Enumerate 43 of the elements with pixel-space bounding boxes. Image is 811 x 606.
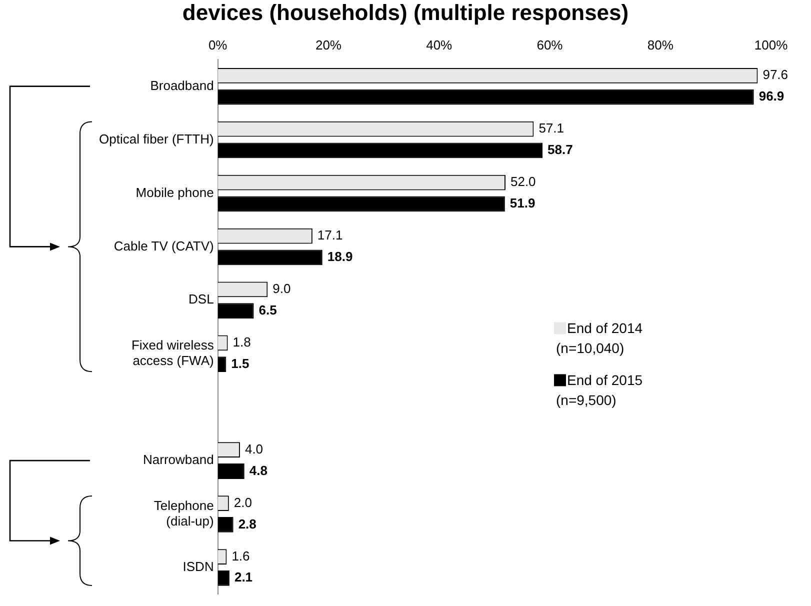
bar [218,356,226,372]
data-label: 2.0 [234,494,252,510]
x-tick-label: 0% [208,37,228,52]
data-label: 18.9 [327,248,353,264]
x-tick-label: 40% [426,37,453,52]
data-label: 9.0 [272,281,291,296]
y-tick-label: Fixed wireless access (FWA) [131,337,214,368]
data-label: 6.5 [258,302,277,318]
bar [218,250,322,266]
x-tick-label: 80% [647,37,674,52]
bar [218,303,254,319]
bar [218,142,543,158]
data-label: 1.6 [232,548,250,564]
y-tick-label: Optical fiber (FTTH) [99,131,214,146]
y-tick-label: Mobile phone [136,184,214,200]
data-label: 52.0 [510,174,536,190]
chart-title: devices (households) (multiple responses) [181,0,630,27]
data-label: 96.9 [758,88,784,104]
legend-label: End of 2015 (n=9,500) [556,372,643,408]
x-tick-label: 20% [315,37,342,52]
data-label: 58.7 [548,142,573,158]
bar [218,464,244,479]
data-label: 97.6 [762,67,788,82]
data-label: 17.1 [317,228,343,243]
bar [218,196,505,212]
data-label: 2.1 [234,570,253,585]
data-label: 1.5 [231,356,250,371]
data-label: 4.0 [244,441,264,456]
x-tick-label: 60% [536,37,564,52]
x-tick-label: 100% [754,37,788,52]
y-tick-label: DSL [188,292,214,307]
y-tick-label: ISDN [182,559,214,574]
legend-label: End of 2014 (n=10,040) [556,320,643,356]
y-tick-label: Narrowband [143,452,214,468]
data-label: 4.8 [249,462,268,478]
y-tick-label: Telephone (dial-up) [154,498,214,528]
data-label: 57.1 [538,120,564,136]
y-tick-label: Cable TV (CATV) [114,238,214,254]
data-label: 1.8 [232,334,251,350]
data-label: 2.8 [238,516,256,532]
data-label: 51.9 [510,196,536,211]
y-tick-label: Broadband [150,78,214,93]
bar [218,89,754,105]
